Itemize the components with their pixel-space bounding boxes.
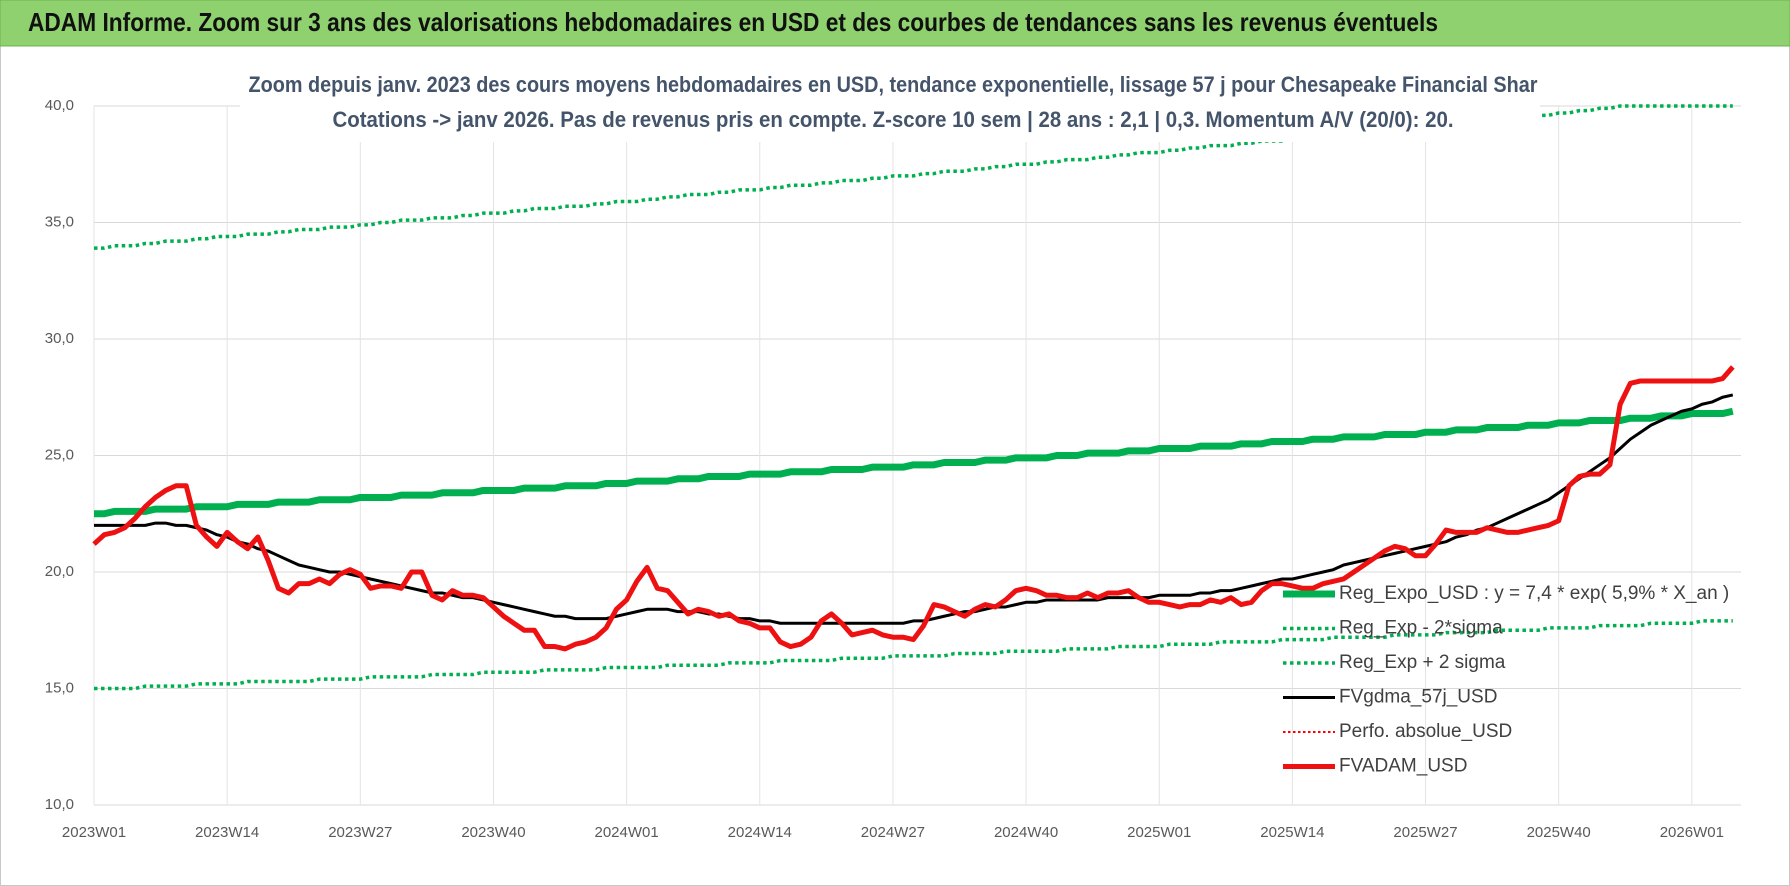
x-tick-label: 2025W14 xyxy=(1260,824,1324,841)
x-tick-label: 2023W27 xyxy=(328,824,392,841)
x-tick-label: 2024W01 xyxy=(595,824,659,841)
y-tick-label: 40,0 xyxy=(45,97,74,114)
series-line xyxy=(94,393,1734,625)
series-line xyxy=(92,365,1735,652)
header-bar xyxy=(0,0,1790,47)
legend-label: FVADAM_USD xyxy=(1339,756,1467,777)
x-tick-label: 2026W01 xyxy=(1660,824,1724,841)
y-tick-label: 30,0 xyxy=(45,330,74,347)
header-title: ADAM Informe. Zoom sur 3 ans des valoris… xyxy=(28,7,1438,37)
chart-title: Zoom depuis janv. 2023 des cours moyens … xyxy=(249,72,1538,97)
legend-label: Perfo. absolue_USD xyxy=(1339,721,1512,742)
x-tick-label: 2025W27 xyxy=(1393,824,1457,841)
series-line xyxy=(94,619,1733,691)
x-tick-label: 2023W40 xyxy=(461,824,525,841)
y-tick-label: 10,0 xyxy=(45,796,74,813)
legend-label: Reg_Exp - 2*sigma xyxy=(1339,618,1503,639)
legend-label: Reg_Exp + 2 sigma xyxy=(1339,652,1506,673)
x-tick-label: 2025W01 xyxy=(1127,824,1191,841)
x-tick-label: 2023W01 xyxy=(62,824,126,841)
y-tick-label: 35,0 xyxy=(45,213,74,230)
legend-label: Reg_Expo_USD : y = 7,4 * exp( 5,9% * X_a… xyxy=(1339,583,1729,604)
legend-label: FVgdma_57j_USD xyxy=(1339,687,1497,708)
y-tick-label: 25,0 xyxy=(45,446,74,463)
chart-subtitle: Cotations -> janv 2026. Pas de revenus p… xyxy=(333,107,1454,132)
x-tick-label: 2025W40 xyxy=(1527,824,1591,841)
x-tick-label: 2024W14 xyxy=(728,824,792,841)
title-background xyxy=(240,68,1540,142)
legend: Reg_Expo_USD : y = 7,4 * exp( 5,9% * X_a… xyxy=(1283,583,1729,777)
y-tick-label: 20,0 xyxy=(45,563,74,580)
x-tick-label: 2024W27 xyxy=(861,824,925,841)
series-line xyxy=(94,407,1734,518)
y-tick-label: 15,0 xyxy=(45,679,74,696)
x-tick-label: 2023W14 xyxy=(195,824,259,841)
x-tick-label: 2024W40 xyxy=(994,824,1058,841)
